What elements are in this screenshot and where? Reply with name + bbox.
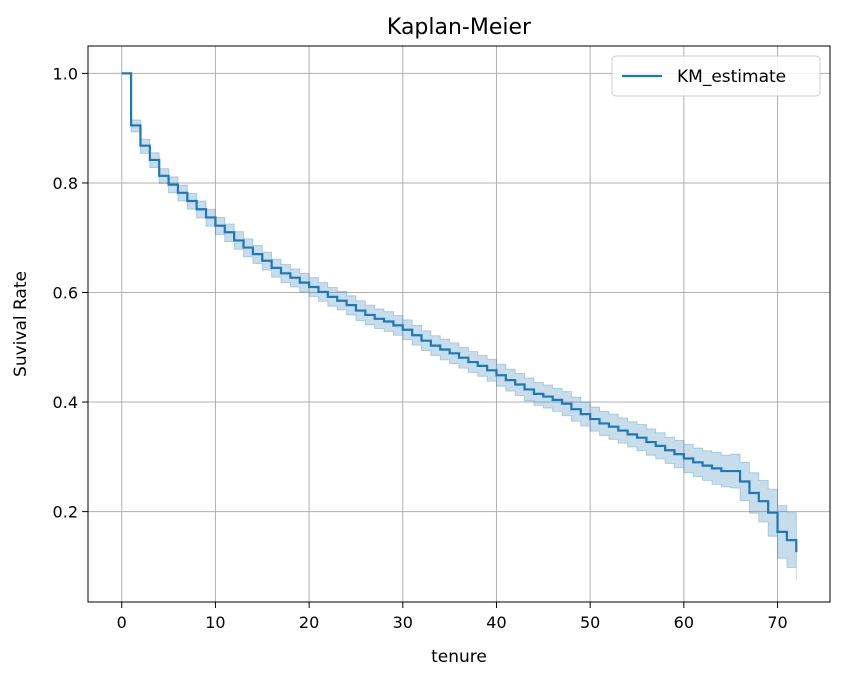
grid-lines xyxy=(88,46,830,602)
x-tick-label: 30 xyxy=(393,613,413,632)
y-tick-label: 1.0 xyxy=(53,64,78,83)
x-tick-label: 50 xyxy=(580,613,600,632)
y-axis-ticks: 0.2 0.4 0.6 0.8 1.0 xyxy=(53,64,88,522)
y-tick-label: 0.4 xyxy=(53,393,78,412)
km-estimate-line xyxy=(121,72,798,553)
legend: KM_estimate xyxy=(611,55,821,97)
x-tick-label: 40 xyxy=(486,613,506,632)
series-line-layer xyxy=(121,72,798,553)
y-tick-label: 0.6 xyxy=(53,284,78,303)
x-tick-label: 20 xyxy=(299,613,319,632)
x-tick-label: 70 xyxy=(767,613,787,632)
x-tick-label: 60 xyxy=(674,613,694,632)
confidence-band-layer xyxy=(121,72,797,581)
x-tick-label: 10 xyxy=(205,613,225,632)
x-axis-label: tenure xyxy=(431,647,487,667)
plot-area-frame xyxy=(87,45,831,603)
y-tick-label: 0.8 xyxy=(53,174,78,193)
y-tick-label: 0.2 xyxy=(53,503,78,522)
x-tick-label: 0 xyxy=(117,613,127,632)
chart-title: Kaplan-Meier xyxy=(387,15,532,40)
km-confidence-band xyxy=(121,72,797,581)
legend-box xyxy=(611,55,821,97)
y-axis-label: Suvival Rate xyxy=(11,271,31,377)
x-axis-ticks: 0 10 20 30 40 50 60 70 xyxy=(117,602,788,632)
legend-label-km-estimate: KM_estimate xyxy=(677,67,786,87)
